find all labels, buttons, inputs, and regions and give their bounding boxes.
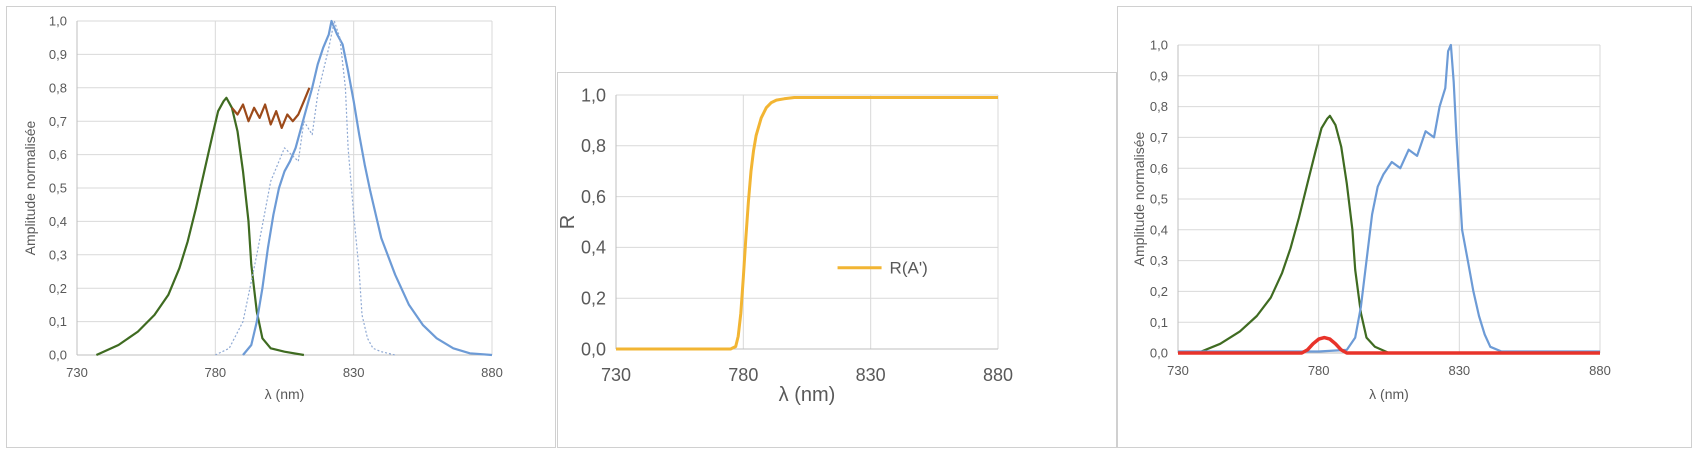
- y-tick-label: 0,0: [1150, 346, 1168, 361]
- y-axis-label: Amplitude normalisée: [1131, 131, 1147, 266]
- y-tick-label: 1,0: [581, 85, 606, 105]
- y-tick-label: 0,0: [49, 348, 67, 363]
- series-line-green: [95, 96, 305, 357]
- x-tick-label: 730: [1167, 363, 1189, 378]
- x-tick-label: 830: [856, 365, 886, 385]
- chart-panel-right: 730 780 830 880 0,0 0,1 0,2 0,3 0,4 0,5 0,6 0,7 0,8 0…: [1117, 6, 1692, 448]
- y-tick-label: 1,0: [49, 14, 67, 29]
- y-tick-label: 0,1: [1150, 315, 1168, 330]
- series-line-blue: [242, 19, 493, 357]
- y-tick-label: 0,5: [1150, 192, 1168, 207]
- y-tick-label: 0,4: [1150, 222, 1168, 237]
- y-tick-label: 0,9: [49, 47, 67, 62]
- x-tick-label: 780: [1308, 363, 1330, 378]
- y-tick-label: 0,1: [49, 314, 67, 329]
- y-tick-label: 0,4: [49, 214, 67, 229]
- y-tick-label: 0,6: [581, 187, 606, 207]
- series-line-brown: [231, 87, 311, 130]
- y-tick-label: 0,3: [1150, 253, 1168, 268]
- x-axis-label: λ (nm): [1369, 386, 1409, 402]
- chart-right-svg: 730 780 830 880 0,0 0,1 0,2 0,3 0,4 0,5 0,6 0,7 0,8 0…: [1131, 38, 1611, 402]
- x-tick-label: 730: [601, 365, 631, 385]
- y-tick-label: 0,2: [49, 281, 67, 296]
- y-tick-label: 0,7: [1150, 130, 1168, 145]
- x-tick-label: 780: [728, 365, 758, 385]
- series-line-red: [1178, 335, 1600, 355]
- chart-panel-middle: 730 780 830 880 0,0 0,2 0,4 0,6 0,8 1,0 λ (nm) R R(A…: [557, 72, 1117, 448]
- y-axis-label: R: [558, 215, 579, 229]
- y-tick-label: 0,3: [49, 247, 67, 262]
- series-line-orange: [616, 96, 998, 351]
- chart-middle-svg: 730 780 830 880 0,0 0,2 0,4 0,6 0,8 1,0 λ (nm) R R(A…: [558, 85, 1013, 406]
- x-tick-label: 880: [1589, 363, 1611, 378]
- y-tick-label: 0,0: [581, 339, 606, 359]
- chart-panel-left: 730 780 830 880 0,0 0,1 0,2 0,3 0,4 0,5 0,6 0,7 0,8 0…: [6, 6, 556, 448]
- x-axis-label: λ (nm): [779, 384, 836, 406]
- y-tick-label: 0,8: [581, 136, 606, 156]
- y-tick-label: 0,9: [1150, 68, 1168, 83]
- y-tick-label: 0,4: [581, 238, 606, 258]
- y-tick-label: 1,0: [1150, 38, 1168, 53]
- y-axis-label: Amplitude normalisée: [22, 120, 38, 255]
- x-tick-label: 830: [343, 365, 365, 380]
- y-tick-label: 0,5: [49, 181, 67, 196]
- y-tick-label: 0,6: [49, 147, 67, 162]
- x-axis-label: λ (nm): [265, 386, 305, 402]
- y-tick-label: 0,7: [49, 114, 67, 129]
- x-tick-label: 880: [983, 365, 1013, 385]
- y-tick-label: 0,2: [1150, 284, 1168, 299]
- y-tick-label: 0,6: [1150, 161, 1168, 176]
- legend-label: R(A'): [890, 259, 928, 278]
- x-tick-label: 780: [204, 365, 226, 380]
- chart-left-svg: 730 780 830 880 0,0 0,1 0,2 0,3 0,4 0,5 0,6 0,7 0,8 0…: [22, 14, 503, 402]
- x-tick-label: 730: [66, 365, 88, 380]
- x-tick-label: 830: [1448, 363, 1470, 378]
- series-line-green: [1197, 114, 1390, 355]
- y-tick-label: 0,8: [1150, 99, 1168, 114]
- series-line-blue_dotted: [215, 20, 396, 356]
- y-tick-label: 0,2: [581, 289, 606, 309]
- y-tick-label: 0,8: [49, 80, 67, 95]
- x-tick-label: 880: [481, 365, 503, 380]
- series-line-blue: [1178, 43, 1600, 353]
